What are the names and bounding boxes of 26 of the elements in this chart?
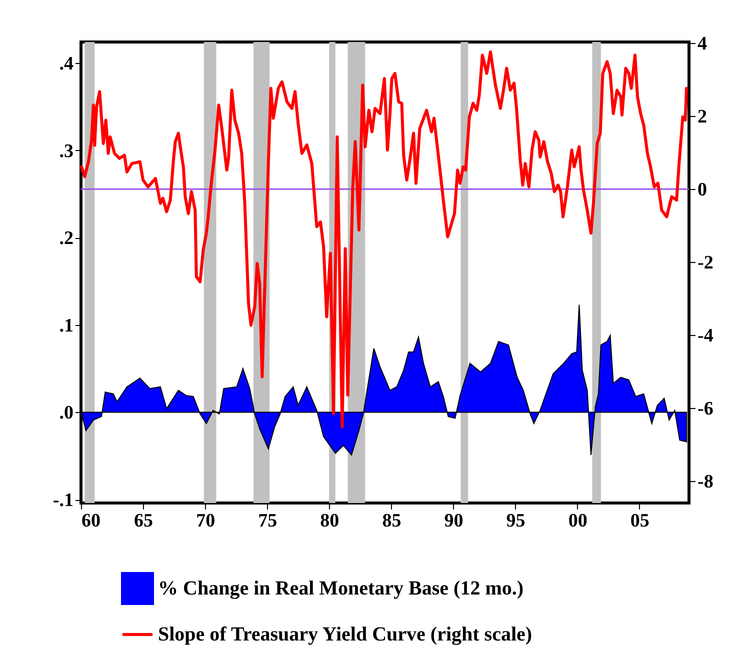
x-tick-label: 95 <box>506 510 526 532</box>
x-tick-label: 85 <box>382 510 402 532</box>
y-tick-label: -.1 <box>52 490 74 512</box>
x-tick-label: 65 <box>134 510 154 532</box>
y-tick-label: .3 <box>59 140 74 162</box>
y2-tick-label: 4 <box>698 34 708 55</box>
x-tick-label: 05 <box>630 510 650 532</box>
y2-tick-label: -6 <box>698 398 714 420</box>
legend-label: Slope of Treasuary Yield Curve (right scale) <box>158 624 532 646</box>
x-tick-label: 00 <box>568 510 588 532</box>
x-tick-label: 80 <box>320 510 340 532</box>
y-tick-label: .2 <box>59 228 74 250</box>
y-tick-label: .4 <box>59 53 74 74</box>
x-tick-label: 75 <box>258 510 278 532</box>
x-tick-label: 60 <box>82 510 100 532</box>
x-tick-label: 70 <box>196 510 216 532</box>
line-series <box>80 50 688 428</box>
y2-tick-label: 0 <box>698 180 707 201</box>
y-tick-label: .0 <box>59 402 74 424</box>
y2-tick-label: -4 <box>698 326 714 347</box>
x-tick-label: 90 <box>444 510 464 532</box>
y-tick-label: .1 <box>59 315 74 336</box>
y2-tick-label: -8 <box>698 472 714 493</box>
legend-label: % Change in Real Monetary Base (12 mo.) <box>158 578 524 600</box>
y2-tick-label: 2 <box>698 106 707 128</box>
y2-tick-label: -2 <box>698 252 714 274</box>
